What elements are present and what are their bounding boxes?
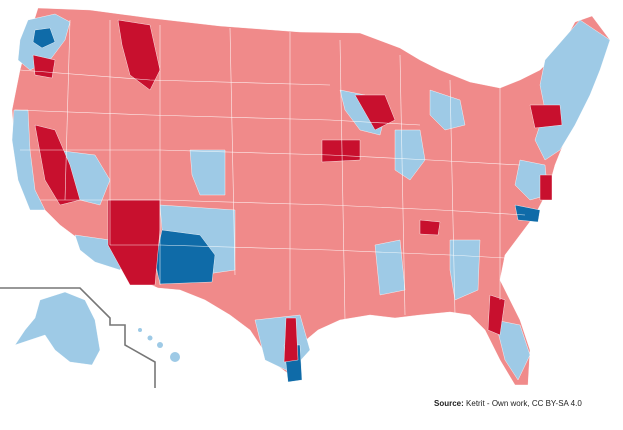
dem-california-coast — [11, 109, 46, 211]
dem-arkansas-mississippi — [374, 239, 406, 296]
rep-kentucky — [419, 219, 441, 236]
dem-virginia — [514, 204, 541, 223]
dem-mid-atlantic — [514, 159, 549, 201]
dem-illinois — [394, 129, 426, 181]
state-borders — [14, 19, 526, 321]
dem-florida — [494, 319, 531, 381]
rep-arizona — [107, 199, 161, 286]
inset-frame — [0, 287, 156, 388]
dem-texas — [254, 314, 311, 373]
dem-georgia — [449, 239, 481, 301]
rep-texas-gulf — [283, 317, 299, 363]
dem-northeast — [534, 19, 611, 161]
rep-pennsylvania — [529, 104, 563, 129]
rep-wisconsin — [354, 94, 396, 131]
dem-colorado — [189, 149, 226, 196]
source-label: Source: — [434, 399, 464, 408]
alaska — [14, 291, 101, 366]
source-text: Ketrit - Own work, CC BY-SA 4.0 — [466, 399, 582, 408]
rep-idaho-montana — [117, 19, 161, 91]
dem-seattle — [32, 27, 56, 49]
source-caption: Source: Ketrit - Own work, CC BY-SA 4.0 — [434, 399, 582, 408]
rep-kansas — [321, 139, 361, 163]
hawaii — [138, 328, 180, 362]
rep-east-coast — [539, 174, 553, 201]
dem-michigan — [429, 89, 466, 131]
